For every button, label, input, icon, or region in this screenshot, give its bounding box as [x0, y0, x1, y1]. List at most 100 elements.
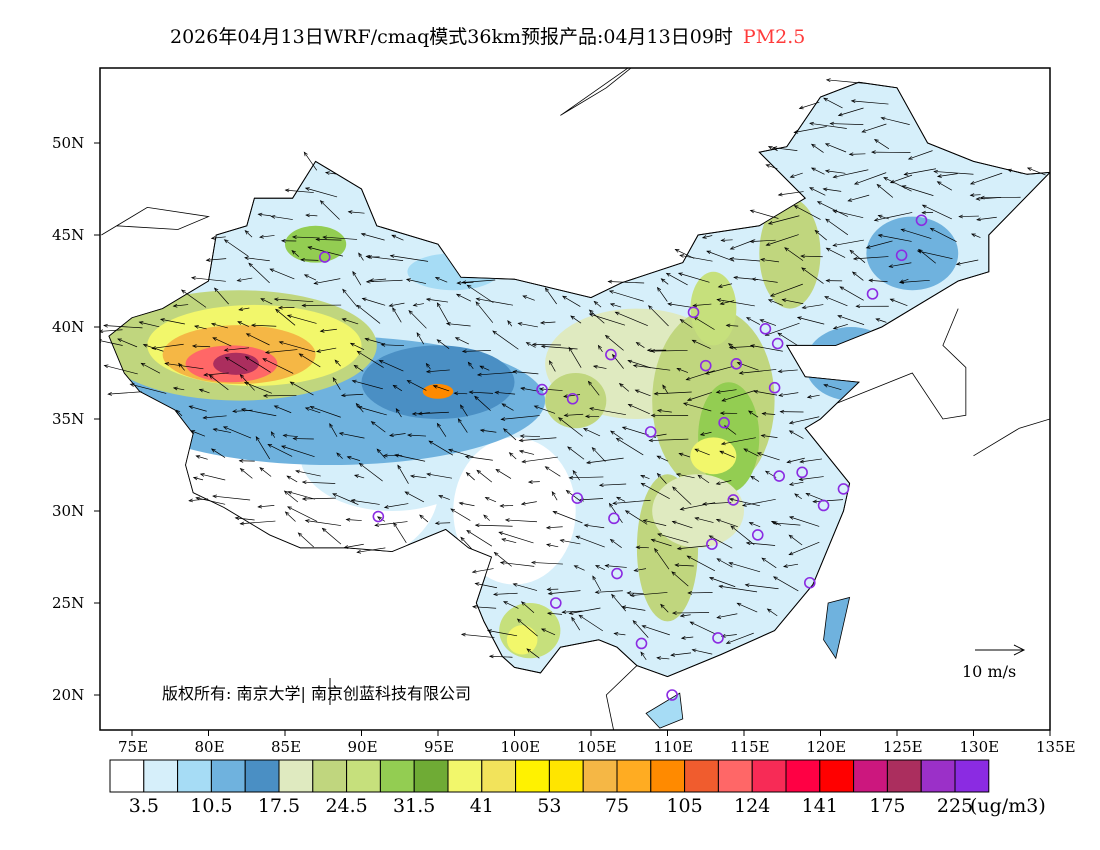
colorbar-swatch	[751, 759, 787, 793]
wind-arrow	[283, 434, 298, 437]
wind-arrow	[761, 435, 778, 439]
wind-arrow	[1027, 167, 1046, 176]
wind-arrow	[614, 633, 626, 636]
colorbar-swatch	[785, 759, 821, 793]
wind-arrow	[824, 296, 848, 307]
wind-arrow	[540, 321, 556, 324]
wind-arrow	[761, 557, 777, 569]
wind-arrow	[837, 315, 865, 325]
wind-arrow	[570, 315, 582, 324]
wind-arrow	[676, 368, 689, 373]
city-marker	[644, 426, 657, 438]
wind-arrow	[615, 311, 648, 327]
wind-arrow	[160, 318, 185, 325]
lon-tick-label: 85E	[271, 738, 302, 756]
wind-arrow	[610, 303, 622, 308]
wind-arrow	[657, 533, 689, 543]
wind-arrow	[726, 632, 754, 644]
city-marker	[571, 492, 584, 504]
lat-tick-label: 35N	[52, 410, 85, 428]
wind-arrow	[262, 358, 294, 374]
wind-arrow	[937, 181, 953, 191]
wind-arrow	[108, 391, 142, 395]
wind-arrow	[279, 341, 316, 353]
wind-arrow	[564, 413, 584, 416]
wind-arrow	[956, 259, 979, 265]
city-marker	[773, 470, 785, 482]
wind-arrow	[619, 383, 630, 392]
wind-arrow	[245, 356, 271, 373]
wind-arrow	[468, 362, 474, 369]
city-marker	[837, 483, 850, 495]
wind-arrow	[492, 330, 519, 350]
wind-arrow	[302, 497, 336, 500]
wind-arrow	[593, 365, 607, 369]
wind-arrow	[729, 345, 755, 348]
city-marker	[759, 323, 772, 335]
wind-arrow	[351, 499, 380, 505]
wind-arrow	[461, 633, 495, 638]
city-marker	[866, 288, 879, 300]
city-marker	[635, 637, 648, 650]
wind-arrow	[476, 298, 514, 306]
wind-arrow	[717, 299, 755, 307]
wind-arrow	[709, 535, 733, 549]
wind-arrow	[625, 510, 648, 525]
wind-arrow	[930, 227, 957, 242]
wind-arrow	[632, 620, 649, 638]
wind-arrow	[435, 277, 448, 283]
wind-arrow	[813, 499, 844, 503]
title-species: PM2.5	[742, 26, 806, 48]
wind-arrow	[390, 255, 429, 262]
wind-arrow	[869, 279, 888, 283]
wind-arrow	[718, 283, 733, 288]
lon-tick-label: 90E	[347, 738, 378, 756]
wind-arrow	[692, 649, 713, 655]
lon-tick-label: 100E	[500, 738, 541, 756]
wind-arrow	[528, 481, 540, 483]
wind-arrow	[203, 415, 227, 419]
colorbar-swatch	[177, 759, 212, 793]
wind-arrow	[825, 143, 847, 153]
lon-tick-label: 75E	[118, 738, 149, 756]
lon-tick-label: 135E	[1036, 738, 1076, 756]
wind-arrow	[287, 315, 317, 324]
wind-arrow	[657, 473, 667, 484]
wind-arrow	[654, 391, 692, 395]
lon-tick-label: 125E	[883, 738, 923, 756]
wind-arrow	[649, 438, 689, 441]
wind-arrow	[817, 201, 848, 217]
wind-arrow	[671, 652, 692, 656]
wind-arrow	[801, 255, 823, 258]
wind-arrow	[766, 234, 799, 246]
wind-arrow	[773, 147, 798, 151]
colorbar-label: 10.5	[190, 795, 233, 817]
wind-arrow	[789, 430, 804, 439]
wind-arrow	[902, 185, 934, 196]
wind-arrow	[677, 545, 710, 550]
wind-arrow	[917, 250, 953, 259]
wind-arrow	[241, 408, 277, 417]
wind-arrow	[750, 476, 760, 482]
wind-arrow	[521, 601, 535, 614]
wind-arrow	[720, 300, 735, 305]
wind-arrow	[765, 322, 800, 336]
wind-arrow	[352, 271, 362, 286]
wind-arrow	[287, 491, 316, 500]
wind-arrow	[547, 612, 563, 615]
wind-arrow	[189, 405, 207, 412]
wind-arrow	[196, 455, 208, 460]
wind-arrow	[393, 385, 403, 392]
wind-arrow	[494, 552, 512, 567]
wind-arrow	[672, 612, 710, 614]
wind-arrow	[643, 519, 667, 526]
wind-arrow	[752, 278, 778, 283]
city-marker	[666, 689, 678, 701]
wind-arrow	[406, 279, 427, 284]
wind-arrow	[413, 303, 424, 306]
lon-tick-label: 130E	[959, 738, 1000, 756]
wind-arrow	[306, 214, 318, 217]
wind-arrow	[679, 453, 691, 458]
city-marker	[730, 357, 743, 370]
wind-arrow	[371, 421, 386, 433]
